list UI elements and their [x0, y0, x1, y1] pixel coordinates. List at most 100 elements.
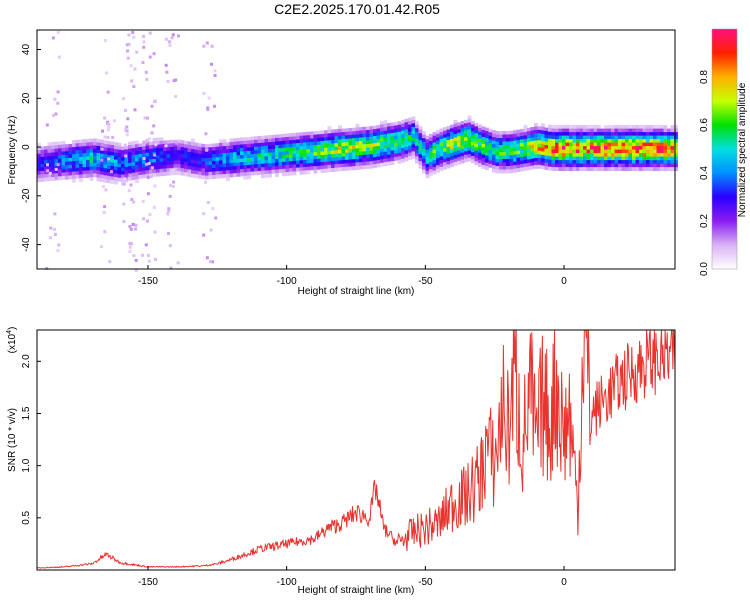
spectrogram-cell [527, 131, 531, 136]
spectrogram-cell [278, 148, 283, 153]
spectrogram-cell [523, 124, 528, 129]
spectrogram-cell [604, 132, 608, 136]
spectrogram-cell [152, 165, 157, 170]
spectrogram-cell [604, 153, 608, 157]
spectrogram-noise-cell [126, 117, 130, 121]
spectrogram-cell [86, 142, 90, 147]
spectrogram-cell [495, 155, 500, 160]
spectrogram-cell [565, 167, 570, 171]
spectrogram-cell [338, 149, 342, 154]
spectrogram-cell [586, 128, 591, 133]
spectrogram-cell [436, 161, 440, 166]
spectrogram-cell [240, 144, 244, 149]
spectrogram-cell [327, 140, 332, 145]
spectrogram-cell [572, 146, 577, 150]
spectrogram-cell [257, 160, 262, 165]
spectrogram-cell [107, 175, 111, 180]
spectrogram-cell [341, 163, 346, 168]
spectrogram-cell [72, 150, 76, 155]
spectrogram-cell [124, 156, 129, 161]
spectrogram-cell [215, 157, 220, 162]
spectrogram-cell [516, 133, 521, 137]
spectrogram-cell [303, 160, 307, 164]
spectrogram-cell [593, 146, 598, 150]
spectrogram-cell [51, 142, 55, 146]
spectrogram-cell [464, 137, 468, 142]
spectrogram-cell [586, 167, 591, 171]
spectrogram-noise-cell [164, 63, 168, 67]
spectrogram-cell [334, 146, 339, 151]
spectrogram-cell [576, 153, 580, 157]
spectrogram-cell [170, 146, 174, 151]
spectrogram-cell [114, 166, 118, 171]
spectrogram-cell [670, 142, 675, 147]
spectrogram-cell [327, 133, 332, 138]
spectrogram-cell [341, 149, 346, 154]
spectrogram-cell [79, 171, 83, 175]
spectrogram-cell [233, 159, 237, 164]
spectrogram-cell [625, 167, 629, 171]
spectrogram-cell [586, 132, 591, 136]
spectrogram-noise-cell [129, 227, 133, 231]
spectrogram-cell [656, 146, 661, 150]
spectrogram-cell [632, 132, 636, 136]
spectrogram-noise-cell [134, 227, 138, 231]
spectrogram-cell [184, 165, 188, 170]
spectrogram-cell [278, 151, 283, 156]
spectrogram-cell [338, 128, 342, 133]
spectrogram-cell [604, 142, 608, 147]
spectrogram-cell [460, 131, 465, 136]
spectrogram-cell [310, 138, 314, 143]
spectrogram-cell [348, 135, 353, 139]
spectrogram-noise-cell [145, 219, 149, 223]
spectrogram-cell [135, 165, 139, 169]
spectrogram-cell [268, 156, 272, 160]
spectrogram-cell [509, 158, 514, 163]
spectrogram-cell [229, 163, 234, 167]
spectrogram-cell [331, 136, 335, 141]
spectrogram-cell [124, 170, 129, 175]
spectrogram-cell [394, 156, 398, 161]
spectrogram-cell [450, 149, 454, 154]
spectrogram-cell [439, 167, 444, 171]
spectrogram-cell [548, 131, 552, 136]
spectrogram-cell [145, 152, 150, 157]
spectrogram-cell [215, 167, 220, 172]
spectrogram-cell [401, 120, 405, 124]
spectrogram-cell [177, 164, 181, 168]
spectrogram-cell [656, 132, 661, 136]
spectrogram-cell [572, 135, 577, 140]
spectrogram-cell [117, 163, 122, 168]
spectrogram-cell [278, 144, 283, 149]
spectrogram-cell [502, 166, 507, 170]
spectrogram-cell [152, 172, 157, 177]
spectrogram-noise-cell [207, 96, 211, 100]
spectrogram-cell [327, 136, 332, 141]
spectrogram-cell [415, 149, 419, 154]
spectrogram-cell [82, 174, 87, 179]
spectrogram-cell [72, 168, 76, 172]
spectrogram-cell [208, 154, 213, 159]
spectrogram-cell [513, 147, 517, 152]
spectrogram-cell [138, 157, 143, 162]
spectrogram-cell [471, 152, 475, 157]
spectrogram-cell [425, 149, 430, 154]
spectrogram-cell [418, 140, 423, 145]
spectrogram-cell [373, 146, 377, 151]
spectrogram-noise-cell [142, 45, 146, 49]
spectrogram-cell [415, 145, 419, 150]
spectrogram-cell [184, 172, 188, 177]
spectrogram-noise-cell [146, 116, 149, 120]
spectrogram-cell [432, 139, 437, 143]
spectrogram-cell [306, 138, 311, 143]
spectrogram-cell [415, 156, 419, 161]
spectrogram-cell [75, 153, 80, 158]
spectrogram-cell [373, 153, 377, 158]
spectrogram-cell [397, 159, 402, 164]
spectrogram-cell [324, 147, 328, 152]
spectrogram-cell [264, 163, 269, 168]
spectrogram-cell [131, 141, 136, 146]
spectrogram-cell [313, 162, 318, 167]
spectrogram-cell [341, 167, 346, 171]
spectrogram-cell [593, 160, 598, 164]
